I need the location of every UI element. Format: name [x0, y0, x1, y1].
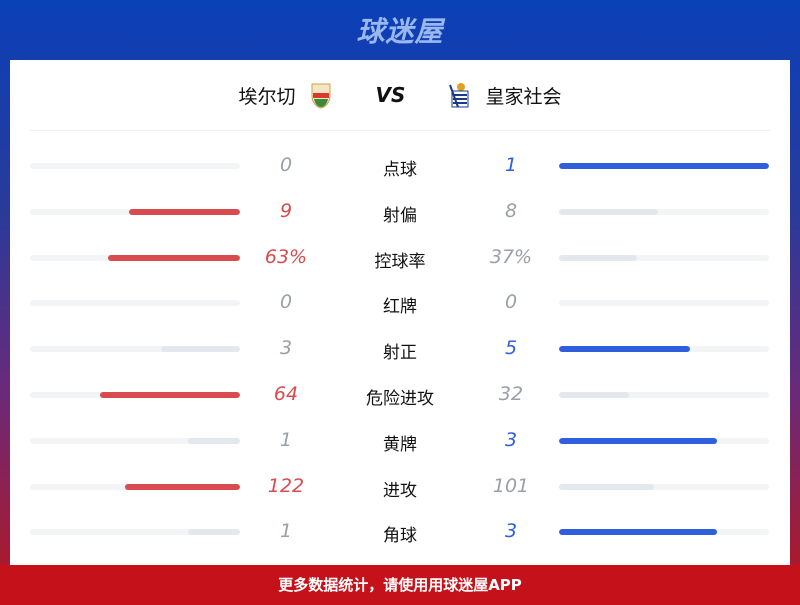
stat-row: 1 黄牌 3: [10, 428, 790, 455]
home-bar-fill: [125, 483, 240, 490]
away-bar-fill: [559, 483, 655, 490]
home-bar-fill: [161, 346, 240, 353]
vs-label: VS: [375, 83, 406, 107]
match-header: 埃尔切 VS 皇家社会: [30, 60, 770, 131]
away-value: 101: [492, 474, 530, 497]
home-bar: [30, 392, 240, 398]
home-value: 9: [279, 199, 293, 222]
home-bar: [30, 529, 240, 536]
away-bar: [559, 483, 769, 490]
home-bar: [30, 437, 240, 444]
away-bar: [559, 254, 769, 261]
stat-label: 进攻: [383, 480, 417, 501]
away-bar-fill: [559, 529, 717, 536]
stat-label: 射正: [383, 343, 417, 364]
home-bar: [30, 300, 240, 307]
stat-row: 63% 控球率 37%: [10, 245, 790, 272]
home-bar: [30, 208, 240, 215]
away-value: 0: [504, 291, 518, 314]
app-promo-banner[interactable]: 更多数据统计，请使用用球迷屋APP: [0, 565, 800, 605]
away-value: 3: [504, 428, 518, 451]
stat-label: 危险进攻: [366, 389, 434, 409]
home-value: 0: [279, 291, 293, 314]
away-team[interactable]: 皇家社会: [449, 81, 561, 109]
away-bar: [559, 346, 769, 353]
home-team[interactable]: 埃尔切: [239, 81, 332, 109]
stat-label: 红牌: [383, 297, 417, 318]
away-bar-fill: [559, 163, 769, 169]
stat-label: 点球: [383, 160, 417, 180]
away-bar-fill: [559, 346, 691, 353]
home-bar-fill: [187, 529, 240, 536]
stat-row: 0 点球 1: [10, 154, 790, 180]
home-value: 1: [279, 428, 293, 451]
home-bar-fill: [187, 437, 240, 444]
away-bar-fill: [559, 208, 658, 215]
stat-row: 64 危险进攻 32: [10, 383, 790, 409]
away-bar: [559, 208, 769, 215]
stat-row: 3 射正 5: [10, 337, 790, 363]
away-bar: [559, 392, 769, 398]
away-bar: [559, 529, 769, 536]
away-value: 37%: [489, 245, 533, 268]
brand-logo: 球迷屋: [356, 15, 444, 48]
home-value: 64: [273, 383, 299, 405]
away-value: 1: [504, 154, 518, 176]
stat-row: 1 角球 3: [10, 520, 790, 546]
stat-label: 角球: [383, 526, 417, 547]
away-bar: [559, 300, 769, 307]
home-value: 1: [279, 520, 293, 543]
away-bar: [559, 163, 769, 169]
away-value: 5: [504, 337, 518, 360]
home-value: 63%: [264, 245, 308, 268]
home-bar: [30, 346, 240, 353]
home-bar: [30, 163, 240, 169]
home-value: 3: [279, 337, 293, 360]
away-bar-fill: [559, 437, 717, 444]
home-value: 0: [279, 154, 293, 176]
away-bar-fill: [559, 254, 637, 261]
home-team-name: 埃尔切: [238, 85, 296, 108]
home-bar-fill: [100, 392, 240, 398]
elche-crest-icon: [311, 83, 331, 109]
away-team-name: 皇家社会: [485, 85, 562, 108]
stats-card: 埃尔切 VS 皇家社会 0 点球 1 9 射偏 8 63% 控球率 37% 0 …: [10, 60, 790, 565]
stat-row: 0 红牌 0: [10, 291, 790, 317]
away-value: 8: [504, 199, 518, 222]
stat-label: 射偏: [383, 205, 417, 226]
home-value: 122: [267, 474, 305, 497]
home-bar-fill: [128, 208, 240, 215]
stat-label: 黄牌: [383, 434, 417, 455]
away-bar-fill: [559, 392, 629, 398]
stat-row: 122 进攻 101: [10, 474, 790, 501]
real-sociedad-crest-icon: [449, 83, 469, 108]
home-bar: [30, 254, 240, 261]
away-bar: [559, 437, 769, 444]
stat-row: 9 射偏 8: [10, 199, 790, 226]
home-bar-fill: [107, 254, 240, 261]
away-value: 3: [504, 520, 518, 543]
home-bar: [30, 483, 240, 490]
away-value: 32: [498, 383, 524, 405]
stat-label: 控球率: [374, 251, 426, 272]
